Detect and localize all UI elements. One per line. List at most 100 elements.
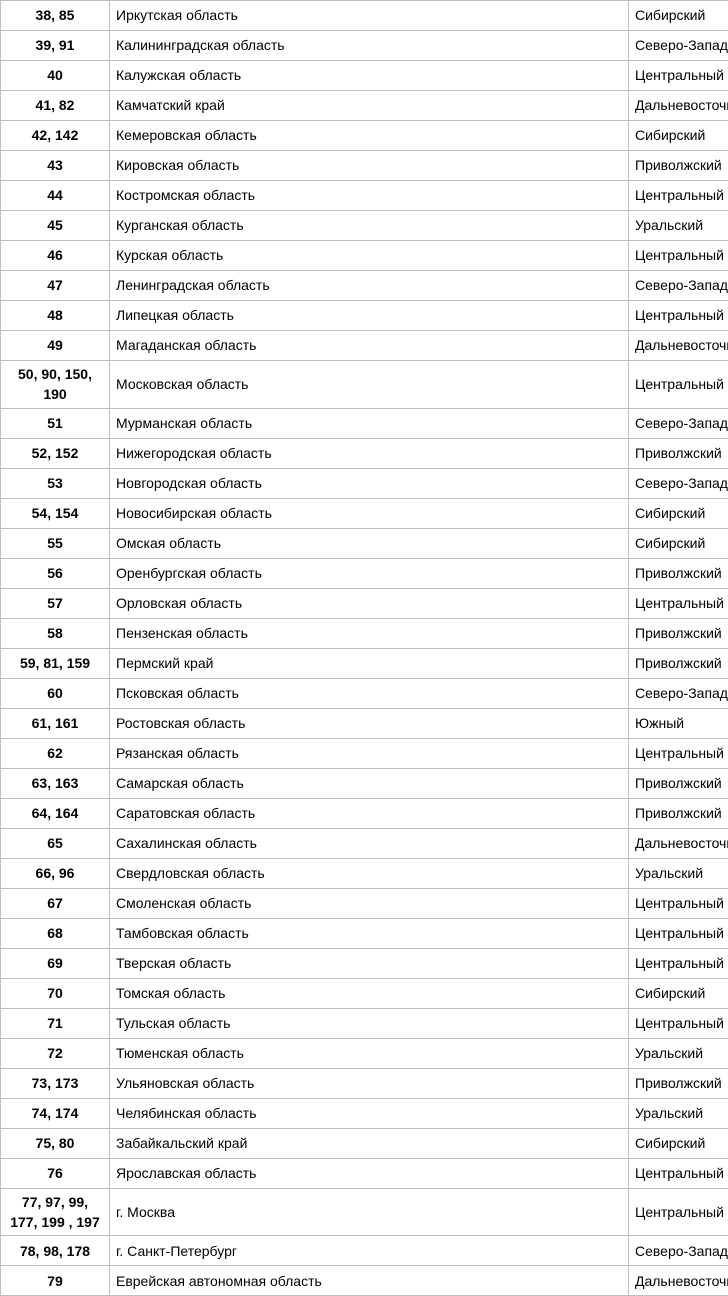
region-cell: Курганская область xyxy=(110,211,629,241)
region-cell: Новосибирская область xyxy=(110,498,629,528)
region-cell: Кировская область xyxy=(110,151,629,181)
region-cell: Липецкая область xyxy=(110,301,629,331)
code-cell: 62 xyxy=(1,738,110,768)
code-cell: 50, 90, 150, 190 xyxy=(1,361,110,409)
region-cell: Тульская область xyxy=(110,1008,629,1038)
table-row: 51Мурманская областьСеверо-Западный xyxy=(1,408,728,438)
table-row: 71Тульская областьЦентральный xyxy=(1,1008,728,1038)
region-cell: Московская область xyxy=(110,361,629,409)
region-cell: Омская область xyxy=(110,528,629,558)
code-cell: 53 xyxy=(1,468,110,498)
table-row: 57Орловская областьЦентральный xyxy=(1,588,728,618)
district-cell: Сибирский xyxy=(629,498,728,528)
code-cell: 61, 161 xyxy=(1,708,110,738)
code-cell: 46 xyxy=(1,241,110,271)
region-cell: Еврейская автономная область xyxy=(110,1266,629,1296)
district-cell: Дальневосточный xyxy=(629,91,728,121)
region-cell: Смоленская область xyxy=(110,888,629,918)
table-row: 66, 96Свердловская областьУральский xyxy=(1,858,728,888)
code-cell: 43 xyxy=(1,151,110,181)
region-cell: Тюменская область xyxy=(110,1038,629,1068)
region-cell: Курская область xyxy=(110,241,629,271)
code-cell: 38, 85 xyxy=(1,1,110,31)
district-cell: Южный xyxy=(629,708,728,738)
table-row: 58Пензенская областьПриволжский xyxy=(1,618,728,648)
district-cell: Центральный xyxy=(629,918,728,948)
table-row: 72Тюменская областьУральский xyxy=(1,1038,728,1068)
district-cell: Центральный xyxy=(629,1188,728,1236)
district-cell: Приволжский xyxy=(629,648,728,678)
region-cell: Сахалинская область xyxy=(110,828,629,858)
region-cell: Нижегородская область xyxy=(110,438,629,468)
region-cell: Магаданская область xyxy=(110,331,629,361)
code-cell: 74, 174 xyxy=(1,1098,110,1128)
district-cell: Сибирский xyxy=(629,978,728,1008)
district-cell: Северо-Западный xyxy=(629,1236,728,1266)
table-row: 52, 152Нижегородская областьПриволжский xyxy=(1,438,728,468)
code-cell: 55 xyxy=(1,528,110,558)
district-cell: Северо-Западный xyxy=(629,271,728,301)
region-cell: г. Санкт-Петербург xyxy=(110,1236,629,1266)
district-cell: Центральный xyxy=(629,361,728,409)
table-row: 75, 80Забайкальский крайСибирский xyxy=(1,1128,728,1158)
table-row: 76Ярославская областьЦентральный xyxy=(1,1158,728,1188)
district-cell: Сибирский xyxy=(629,1128,728,1158)
district-cell: Центральный xyxy=(629,888,728,918)
table-row: 49Магаданская областьДальневосточный xyxy=(1,331,728,361)
region-codes-table: 38, 85Иркутская областьСибирский39, 91Ка… xyxy=(0,0,728,1296)
region-cell: г. Москва xyxy=(110,1188,629,1236)
table-row: 77, 97, 99, 177, 199 , 197г. МоскваЦентр… xyxy=(1,1188,728,1236)
region-cell: Калининградская область xyxy=(110,31,629,61)
code-cell: 78, 98, 178 xyxy=(1,1236,110,1266)
district-cell: Дальневосточный xyxy=(629,331,728,361)
code-cell: 71 xyxy=(1,1008,110,1038)
region-cell: Ростовская область xyxy=(110,708,629,738)
region-cell: Томская область xyxy=(110,978,629,1008)
region-cell: Тамбовская область xyxy=(110,918,629,948)
district-cell: Сибирский xyxy=(629,1,728,31)
region-cell: Оренбургская область xyxy=(110,558,629,588)
district-cell: Сибирский xyxy=(629,121,728,151)
code-cell: 67 xyxy=(1,888,110,918)
district-cell: Приволжский xyxy=(629,1068,728,1098)
region-cell: Свердловская область xyxy=(110,858,629,888)
code-cell: 68 xyxy=(1,918,110,948)
code-cell: 52, 152 xyxy=(1,438,110,468)
code-cell: 44 xyxy=(1,181,110,211)
district-cell: Уральский xyxy=(629,211,728,241)
region-cell: Камчатский край xyxy=(110,91,629,121)
table-row: 69Тверская областьЦентральный xyxy=(1,948,728,978)
table-row: 54, 154Новосибирская областьСибирский xyxy=(1,498,728,528)
table-row: 46Курская областьЦентральный xyxy=(1,241,728,271)
code-cell: 57 xyxy=(1,588,110,618)
district-cell: Северо-Западный xyxy=(629,31,728,61)
code-cell: 73, 173 xyxy=(1,1068,110,1098)
code-cell: 76 xyxy=(1,1158,110,1188)
region-cell: Орловская область xyxy=(110,588,629,618)
district-cell: Северо-Западный xyxy=(629,678,728,708)
region-cell: Костромская область xyxy=(110,181,629,211)
district-cell: Центральный xyxy=(629,588,728,618)
table-row: 41, 82Камчатский крайДальневосточный xyxy=(1,91,728,121)
district-cell: Уральский xyxy=(629,1098,728,1128)
district-cell: Центральный xyxy=(629,738,728,768)
district-cell: Приволжский xyxy=(629,618,728,648)
table-row: 70Томская областьСибирский xyxy=(1,978,728,1008)
table-row: 39, 91Калининградская областьСеверо-Запа… xyxy=(1,31,728,61)
table-row: 79Еврейская автономная областьДальневост… xyxy=(1,1266,728,1296)
district-cell: Центральный xyxy=(629,241,728,271)
code-cell: 77, 97, 99, 177, 199 , 197 xyxy=(1,1188,110,1236)
table-row: 65Сахалинская областьДальневосточный xyxy=(1,828,728,858)
code-cell: 54, 154 xyxy=(1,498,110,528)
code-cell: 41, 82 xyxy=(1,91,110,121)
code-cell: 39, 91 xyxy=(1,31,110,61)
region-cell: Пермский край xyxy=(110,648,629,678)
code-cell: 45 xyxy=(1,211,110,241)
table-row: 74, 174Челябинская областьУральский xyxy=(1,1098,728,1128)
code-cell: 58 xyxy=(1,618,110,648)
district-cell: Центральный xyxy=(629,1158,728,1188)
district-cell: Приволжский xyxy=(629,768,728,798)
code-cell: 59, 81, 159 xyxy=(1,648,110,678)
district-cell: Центральный xyxy=(629,301,728,331)
district-cell: Сибирский xyxy=(629,528,728,558)
